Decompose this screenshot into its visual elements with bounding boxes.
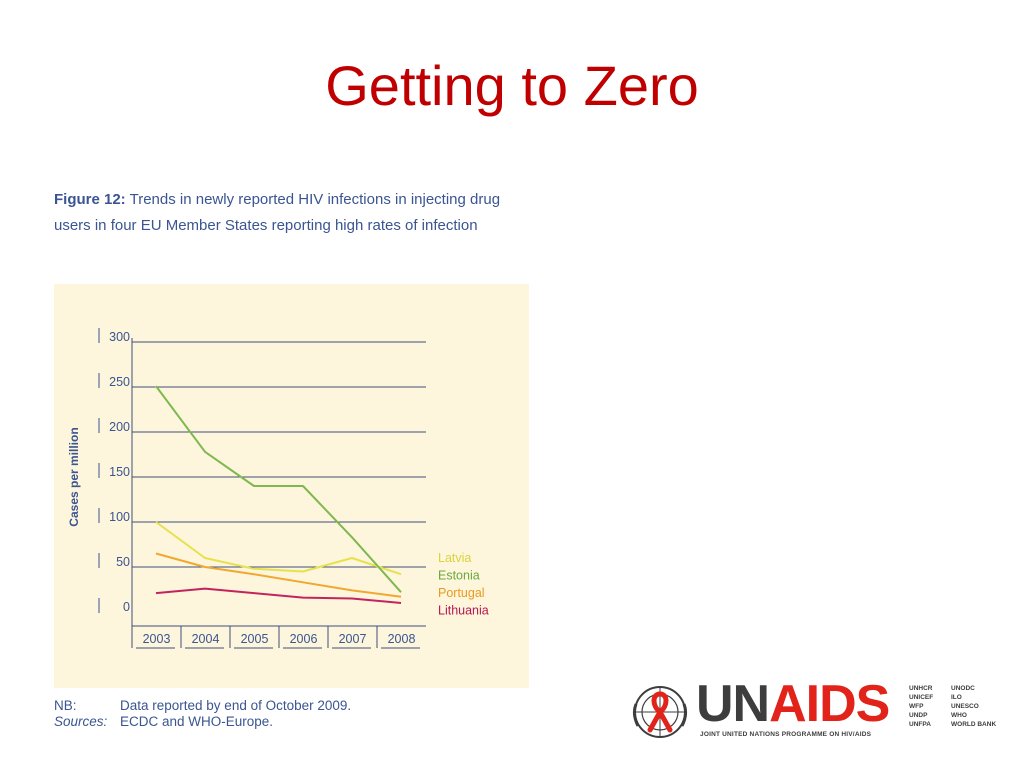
y-tick-label: 50 xyxy=(116,555,130,569)
unaids-logo: UNAIDS JOINT UNITED NATIONS PROGRAMME ON… xyxy=(630,678,1001,742)
cosponsor: UNODC xyxy=(951,685,975,692)
cosponsor: UNESCO xyxy=(951,703,979,710)
series-line-latvia xyxy=(155,521,402,576)
legend-label-latvia: Latvia xyxy=(438,551,471,565)
series-line-estonia xyxy=(155,385,402,593)
series-line-lithuania xyxy=(155,587,402,604)
cosponsor: UNFPA xyxy=(909,721,931,728)
figure-notes: NB: Data reported by end of October 2009… xyxy=(54,698,351,730)
chart-panel: 0 50 100 150 200 250 300 Cases per million 2003 2… xyxy=(54,284,529,688)
cosponsor: ILO xyxy=(951,694,962,701)
y-tick-label: 250 xyxy=(109,375,130,389)
y-tick-label: 300 xyxy=(109,330,130,344)
cosponsor: UNICEF xyxy=(909,694,934,701)
y-tick-label: 0 xyxy=(123,600,130,614)
x-tick-label: 2007 xyxy=(339,632,367,646)
wordmark-un: UN xyxy=(696,675,770,733)
sources-key: Sources: xyxy=(54,714,108,729)
unaids-wordmark: UNAIDS xyxy=(696,675,890,733)
legend-label-lithuania: Lithuania xyxy=(438,604,489,618)
y-tick-label: 100 xyxy=(109,510,130,524)
y-tick-label: 150 xyxy=(109,465,130,479)
legend-label-portugal: Portugal xyxy=(438,586,485,600)
x-tick-label: 2005 xyxy=(241,632,269,646)
slide-title: Getting to Zero xyxy=(325,54,699,117)
wordmark-aids: AIDS xyxy=(769,675,890,733)
nb-key: NB: xyxy=(54,698,77,713)
sources-value: ECDC and WHO-Europe. xyxy=(120,714,274,729)
x-tick-label: 2006 xyxy=(290,632,318,646)
un-emblem-red-ribbon-icon xyxy=(632,686,688,738)
cosponsor: UNHCR xyxy=(909,685,933,692)
legend-label-estonia: Estonia xyxy=(438,569,480,583)
cosponsor: WORLD BANK xyxy=(951,721,997,728)
y-tick-label: 200 xyxy=(109,420,130,434)
cosponsor-list: UNHCR UNODC UNICEF ILO WFP UNESCO UNDP W… xyxy=(909,685,1001,729)
cosponsor: WFP xyxy=(909,703,924,710)
logo-tagline: JOINT UNITED NATIONS PROGRAMME ON HIV/AI… xyxy=(700,731,872,738)
x-tick-label: 2004 xyxy=(192,632,220,646)
y-axis-title: Cases per million xyxy=(67,427,81,526)
sources-row: Sources: ECDC and WHO-Europe. xyxy=(54,714,351,730)
figure-label: Figure 12: xyxy=(54,191,126,208)
figure-caption: Figure 12: Trends in newly reported HIV … xyxy=(54,187,524,239)
cosponsor: UNDP xyxy=(909,712,928,719)
x-tick-label: 2008 xyxy=(388,632,416,646)
series-line-portugal xyxy=(155,552,402,598)
nb-row: NB: Data reported by end of October 2009… xyxy=(54,698,351,714)
cosponsor: WHO xyxy=(951,712,967,719)
nb-value: Data reported by end of October 2009. xyxy=(120,698,352,713)
x-tick-label: 2003 xyxy=(143,632,171,646)
figure-caption-text: Trends in newly reported HIV infections … xyxy=(54,191,501,234)
line-chart: 0 50 100 150 200 250 300 Cases per million 2003 2… xyxy=(67,328,489,649)
